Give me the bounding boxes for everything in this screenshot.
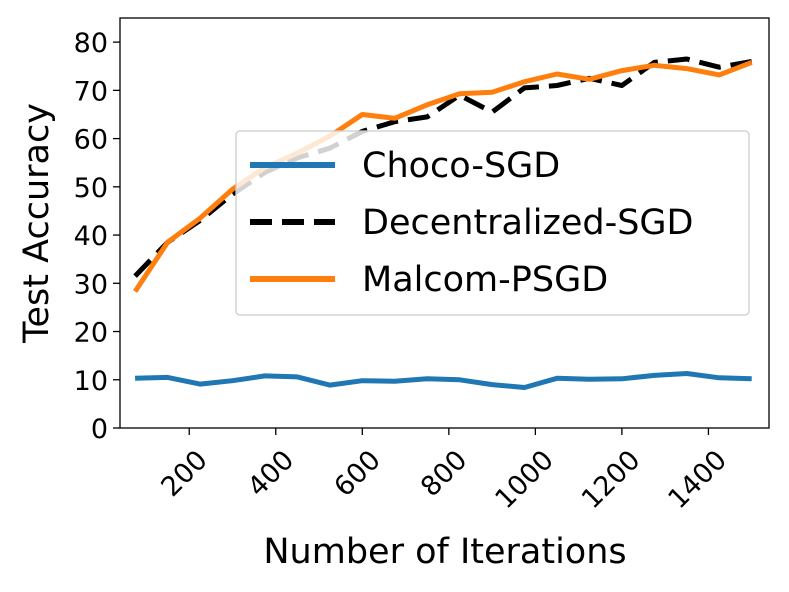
y-tick-label: 60 <box>74 125 108 156</box>
legend-box <box>235 130 750 316</box>
y-tick-label: 10 <box>74 366 108 397</box>
x-tick-label: 1000 <box>489 445 560 516</box>
plot-frame <box>119 17 770 429</box>
y-tick-label: 20 <box>74 318 108 349</box>
x-axis: 200 400 600 800 1000 1200 1400 <box>155 428 733 515</box>
y-axis: 0 10 20 30 40 50 60 70 80 <box>74 28 120 445</box>
x-tick-label: 1400 <box>662 445 733 516</box>
legend-label-decentralized-sgd: Decentralized-SGD <box>362 203 694 243</box>
y-tick-label: 0 <box>91 414 108 445</box>
series-line-choco-sgd <box>135 371 752 390</box>
x-tick-label: 1200 <box>576 445 647 516</box>
y-tick-label: 50 <box>74 173 108 204</box>
x-tick-label: 400 <box>242 445 300 503</box>
y-axis-label: Test Accuracy <box>17 103 57 344</box>
y-tick-label: 80 <box>74 28 108 59</box>
x-tick-label: 800 <box>415 445 473 503</box>
y-tick-label: 30 <box>74 269 108 300</box>
x-axis-label: Number of Iterations <box>263 532 626 572</box>
y-tick-label: 70 <box>74 76 108 107</box>
x-tick-label: 200 <box>155 445 213 503</box>
y-tick-label: 40 <box>74 221 108 252</box>
legend-label-malcom-psgd: Malcom-PSGD <box>362 260 608 300</box>
legend: Choco-SGD Decentralized-SGD Malcom-PSGD <box>235 130 750 316</box>
legend-label-choco-sgd: Choco-SGD <box>362 146 560 186</box>
x-tick-label: 600 <box>328 445 386 503</box>
